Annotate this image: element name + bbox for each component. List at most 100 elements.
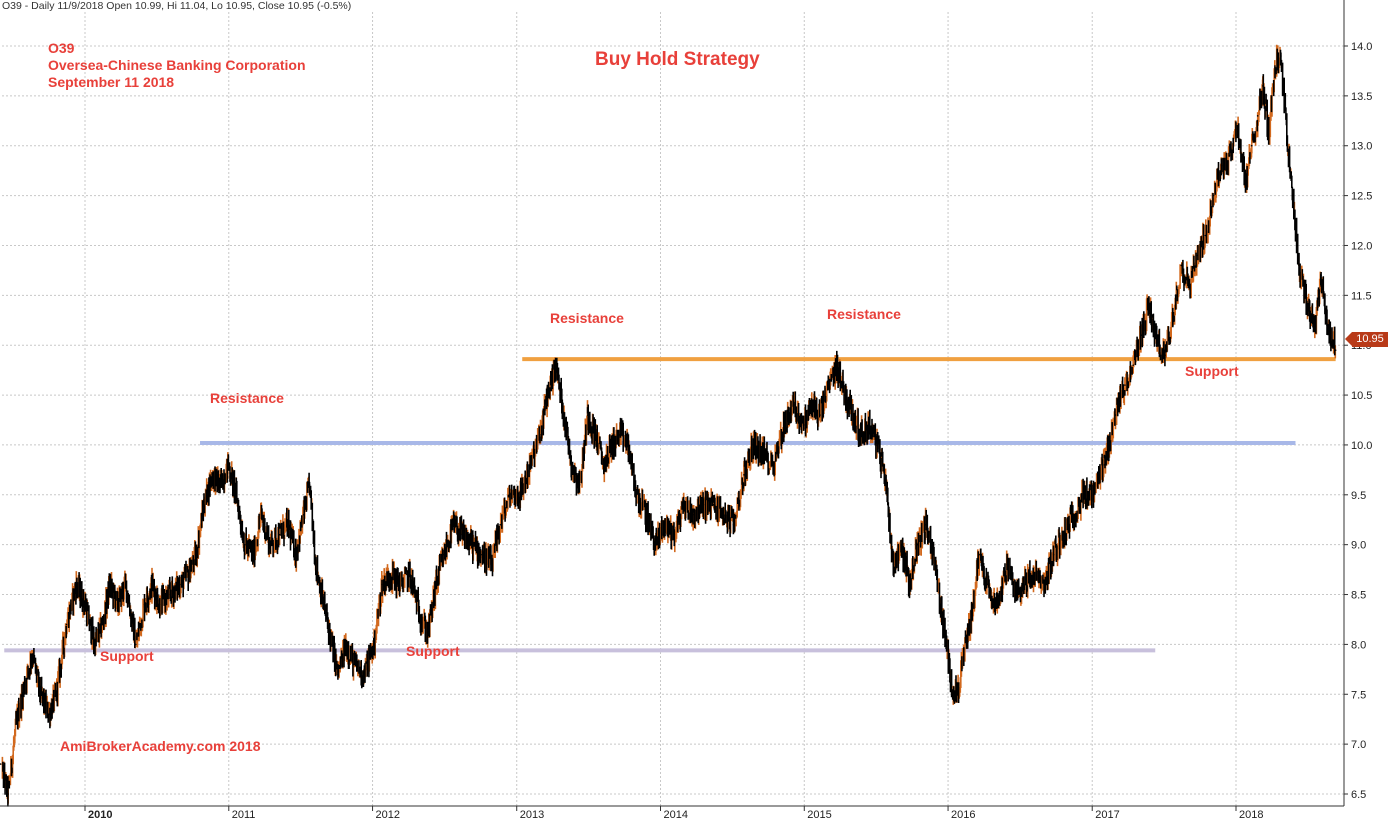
y-tick-label: 13.5 (1351, 91, 1372, 103)
close-point (0, 763, 2, 765)
close-point (1212, 194, 1215, 197)
x-tick-label: 2013 (520, 809, 544, 821)
close-point (892, 563, 895, 566)
close-point (1261, 85, 1264, 87)
close-point (322, 603, 325, 606)
close-point (916, 543, 919, 546)
close-point (315, 563, 317, 566)
close-point (47, 713, 50, 716)
close-point (125, 583, 127, 586)
close-point (509, 494, 511, 496)
close-point (986, 583, 989, 586)
close-point (654, 543, 657, 546)
close-point (471, 543, 474, 546)
close-point (963, 653, 965, 656)
close-point (1114, 414, 1117, 416)
close-point (116, 603, 119, 606)
close-point (1148, 304, 1150, 307)
close-point (15, 723, 17, 725)
close-point (381, 583, 383, 586)
close-point (1156, 344, 1159, 347)
close-point (219, 484, 221, 486)
x-tick-label: 2011 (232, 809, 256, 821)
close-point (331, 643, 333, 646)
close-point (31, 653, 34, 656)
close-point (1062, 533, 1065, 536)
close-point (1124, 384, 1126, 386)
close-point (1140, 334, 1142, 337)
close-point (819, 414, 821, 416)
close-point (302, 513, 305, 516)
close-point (884, 474, 886, 476)
close-point (499, 523, 501, 526)
x-tick-label: 2015 (807, 809, 831, 821)
y-tick-label: 10.0 (1351, 440, 1372, 452)
y-tick-label: 8.0 (1351, 639, 1366, 651)
y-tick-label: 12.0 (1351, 240, 1372, 252)
y-tick-label: 9.0 (1351, 540, 1366, 552)
close-point (956, 693, 959, 696)
close-point (1014, 593, 1017, 596)
close-point (645, 513, 647, 516)
close-point (1052, 553, 1055, 556)
close-point (519, 494, 522, 496)
support-label-3: Support (1185, 363, 1239, 379)
close-point (1072, 513, 1075, 516)
support-label-1: Support (100, 648, 154, 664)
close-point (828, 384, 830, 386)
close-point (868, 424, 871, 426)
close-point (950, 683, 953, 686)
close-point (1006, 563, 1008, 566)
close-point (1244, 184, 1247, 187)
close-point (443, 553, 446, 556)
resistance-label-1: Resistance (210, 390, 284, 406)
y-tick-label: 7.5 (1351, 689, 1366, 701)
close-point (1132, 364, 1134, 366)
chart-header-info: O39 - Daily 11/9/2018 Open 10.99, Hi 11.… (2, 0, 352, 12)
y-tick-label: 8.5 (1351, 590, 1366, 602)
close-point (1228, 154, 1231, 157)
close-point (308, 484, 311, 486)
close-point (673, 533, 676, 536)
close-point (563, 414, 565, 416)
close-point (1274, 65, 1276, 67)
close-point (803, 424, 805, 426)
close-point (179, 583, 181, 586)
close-point (1172, 314, 1174, 317)
close-point (1256, 115, 1259, 117)
close-point (109, 583, 111, 586)
close-point (481, 553, 483, 556)
close-point (792, 404, 795, 406)
close-point (278, 533, 281, 536)
close-point (337, 673, 339, 676)
x-tick-label: 2014 (664, 809, 688, 821)
price-bars-down (2, 48, 1336, 807)
y-tick-label: 10.5 (1351, 390, 1372, 402)
x-tick-label: 2016 (951, 809, 975, 821)
close-point (908, 583, 911, 586)
resistance-label-2: Resistance (550, 310, 624, 326)
close-point (23, 683, 26, 686)
close-point (260, 513, 263, 516)
close-point (235, 494, 238, 496)
y-tick-label: 13.0 (1351, 141, 1372, 153)
close-point (252, 553, 255, 556)
last-price-tag: 10.95 (1345, 332, 1388, 347)
close-point (268, 543, 271, 546)
close-point (398, 583, 401, 586)
close-point (344, 643, 347, 646)
close-point (1298, 264, 1300, 267)
close-point (211, 474, 214, 476)
close-point (1291, 194, 1294, 197)
close-point (836, 364, 838, 366)
y-tick-label: 14.0 (1351, 41, 1372, 53)
close-point (924, 523, 927, 526)
close-point (1188, 284, 1191, 287)
close-point (159, 603, 161, 606)
close-point (1306, 304, 1308, 307)
close-point (732, 523, 735, 526)
close-point (84, 603, 86, 606)
close-point (712, 503, 715, 506)
price-bars-up (1, 44, 1337, 804)
